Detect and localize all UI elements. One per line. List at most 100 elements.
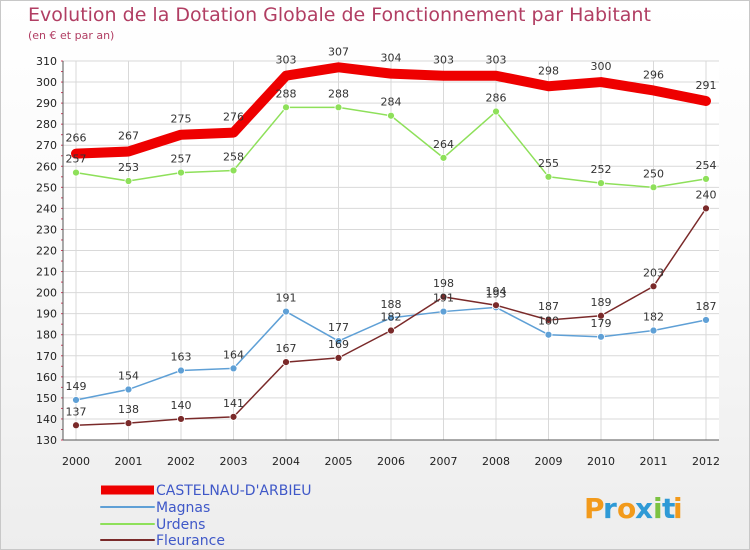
data-label: 180 [538,315,559,328]
data-label: 167 [276,342,297,355]
y-tick-label: 180 [36,329,57,342]
data-label: 198 [433,277,454,290]
data-label: 303 [486,54,507,67]
legend-label: CASTELNAU-D'ARBIEU [156,483,312,499]
x-tick-label: 2008 [482,455,510,468]
data-label: 267 [118,130,139,143]
data-label: 254 [696,159,717,172]
data-label: 253 [118,161,139,174]
logo-letter: P [584,492,605,525]
data-point [439,153,448,162]
y-tick-label: 190 [36,308,57,321]
data-label: 154 [118,369,139,382]
data-point [544,316,553,324]
y-tick-label: 250 [36,181,57,194]
logo-letter: r [603,492,617,525]
data-point [387,326,395,335]
data-point [702,316,710,324]
data-point [597,179,605,188]
data-label: 179 [591,317,612,330]
data-label: 255 [538,157,559,170]
data-label: 286 [486,92,507,105]
logo-letter: i [673,492,683,525]
data-point [72,421,80,430]
data-label: 257 [171,153,192,166]
data-point [492,107,500,116]
x-tick-label: 2010 [587,455,615,468]
y-tick-label: 210 [36,266,57,279]
x-tick-label: 2011 [640,455,668,468]
data-label: 191 [433,292,454,305]
data-label: 169 [328,338,349,351]
data-label: 203 [643,266,664,279]
data-label: 163 [171,351,192,364]
data-label: 191 [276,292,297,305]
data-point [177,168,185,177]
data-label: 258 [223,150,244,163]
legend-label: Magnas [156,500,210,516]
x-tick-label: 2006 [377,455,405,468]
data-point [597,332,605,341]
y-tick-label: 130 [36,434,57,447]
x-tick-label: 2002 [167,455,195,468]
y-tick-label: 170 [36,350,57,363]
data-point [544,172,553,181]
data-point [124,177,133,185]
data-label: 257 [66,153,87,166]
data-point [387,111,395,120]
x-tick-label: 2003 [220,455,248,468]
data-point [177,415,185,423]
data-label: 189 [591,296,612,309]
data-label: 303 [276,54,297,67]
data-label: 140 [171,399,192,412]
data-point [649,183,658,192]
data-point [597,311,605,320]
data-label: 182 [381,311,402,324]
series-line-castelnau-d-arbieu [71,62,711,159]
y-tick-label: 150 [36,392,57,405]
y-tick-label: 300 [36,76,57,89]
data-point [649,282,658,291]
y-tick-label: 310 [36,55,57,68]
data-label: 284 [381,96,402,109]
data-point [334,353,343,362]
data-point [229,166,238,175]
data-label: 138 [118,403,139,416]
y-tick-label: 280 [36,118,57,131]
data-label: 303 [433,54,454,67]
data-label: 276 [223,111,244,124]
data-label: 291 [696,79,717,92]
x-tick-label: 2004 [272,455,300,468]
y-tick-label: 240 [36,202,57,215]
data-label: 304 [381,52,402,65]
legend-label: Urdens [156,517,205,533]
y-tick-label: 140 [36,413,57,426]
data-label: 288 [328,87,349,100]
data-label: 307 [328,45,349,58]
data-label: 187 [696,300,717,313]
x-tick-label: 2009 [535,455,563,468]
x-tick-label: 2005 [325,455,353,468]
data-point [177,366,185,375]
data-point [282,103,290,112]
data-label: 194 [486,285,507,298]
data-point [124,419,133,428]
data-label: 149 [66,380,87,393]
data-label: 193 [486,287,507,300]
data-label: 298 [538,64,559,77]
y-tick-label: 200 [36,287,57,300]
data-point [334,103,343,112]
data-label: 275 [171,113,192,126]
data-point [702,175,710,183]
data-point [72,168,80,177]
data-point [334,337,343,345]
data-point [72,396,80,404]
data-label: 177 [328,321,349,334]
data-point [492,301,500,310]
chart-subtitle: (en € et par an) [28,29,115,42]
data-label: 266 [66,132,87,145]
x-tick-label: 2001 [115,455,143,468]
legend-label: Fleurance [156,533,225,549]
